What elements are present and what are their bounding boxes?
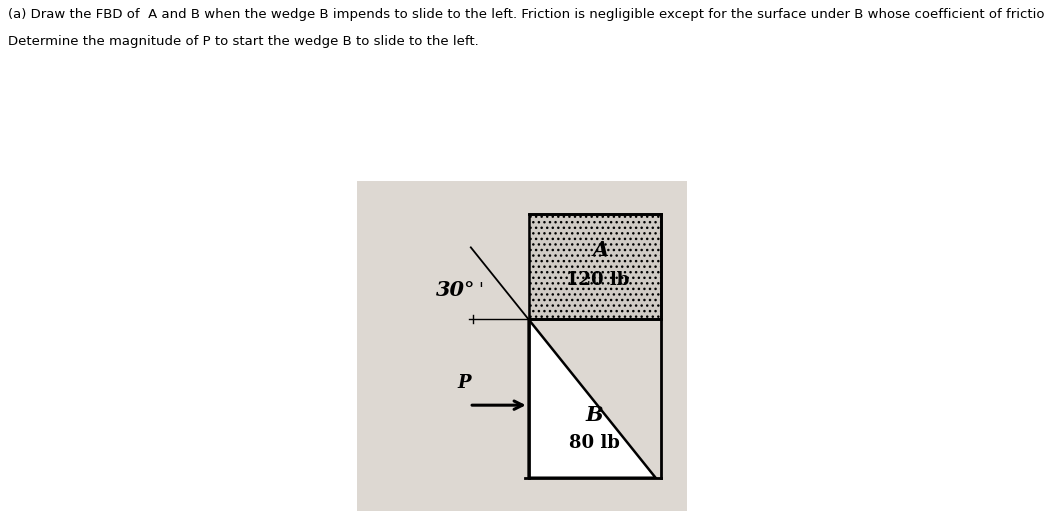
Text: A: A <box>593 240 610 260</box>
Text: Determine the magnitude of P to start the wedge B to slide to the left.: Determine the magnitude of P to start th… <box>8 35 479 47</box>
Polygon shape <box>528 319 656 478</box>
Text: (a) Draw the FBD of  A and B when the wedge B impends to slide to the left. Fric: (a) Draw the FBD of A and B when the wed… <box>8 8 1044 21</box>
Text: ': ' <box>478 281 483 300</box>
Text: B: B <box>586 405 602 425</box>
Text: P: P <box>457 374 471 392</box>
Text: 120 lb: 120 lb <box>566 271 630 289</box>
Bar <box>528 214 661 319</box>
Bar <box>528 214 661 319</box>
Text: 80 lb: 80 lb <box>569 434 619 452</box>
Text: 30°: 30° <box>436 280 476 300</box>
